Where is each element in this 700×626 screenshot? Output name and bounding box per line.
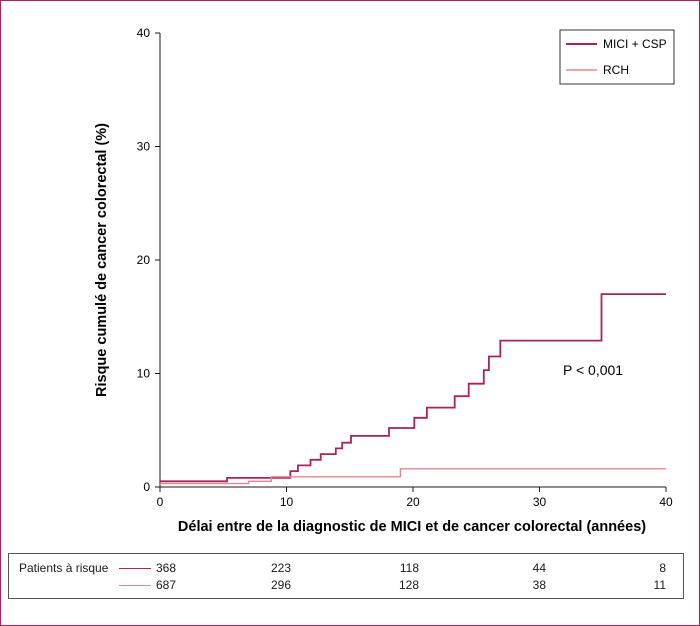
axes: 0 10 20 30 40 0 10 20 30 40 (137, 26, 673, 509)
y-tick-label: 30 (137, 140, 151, 154)
risk-cell: 223 (270, 561, 291, 575)
risk-row-1-swatch (119, 568, 151, 569)
series-line-mici-csp (160, 293, 666, 483)
y-axis-label: Risque cumulé de cancer colorectal (%) (94, 123, 110, 397)
x-tick-label: 10 (280, 495, 294, 509)
y-tick-label: 0 (143, 480, 150, 494)
x-tick-label: 20 (406, 495, 420, 509)
risk-row-2-swatch (119, 585, 151, 586)
y-tick-label: 20 (137, 253, 151, 267)
y-tick-label: 40 (137, 26, 151, 40)
x-tick-label: 0 (157, 495, 164, 509)
risk-cell: 118 (399, 561, 419, 575)
risk-cell: 296 (270, 578, 291, 592)
legend-label-rch: RCH (603, 63, 629, 77)
x-tick-label: 30 (533, 495, 547, 509)
legend-box (559, 29, 675, 85)
risk-cell: 8 (659, 561, 666, 575)
risk-cell: 128 (398, 578, 419, 592)
risk-cell: 11 (653, 578, 666, 592)
series-line-rch (160, 468, 666, 485)
p-value-annotation: P < 0,001 (563, 362, 623, 378)
risk-table: Patients à risque 368 223 118 44 8 687 296 128 3… (8, 553, 684, 599)
risk-cell: 687 (155, 578, 176, 592)
risk-cell: 368 (155, 561, 176, 575)
km-chart: 0 10 20 30 40 0 10 20 30 40 P < 0,001 Délai entre… (94, 26, 675, 535)
risk-cell: 38 (532, 578, 546, 592)
x-tick-label: 40 (659, 495, 673, 509)
risk-table-label: Patients à risque (19, 561, 109, 575)
series-lines (160, 293, 666, 485)
legend: MICI + CSP RCH (559, 29, 675, 85)
x-axis-label: Délai entre de la diagnostic de MICI et … (178, 519, 646, 535)
y-tick-label: 10 (137, 367, 151, 381)
risk-cell: 44 (532, 561, 546, 575)
legend-label-mici-csp: MICI + CSP (603, 37, 667, 51)
